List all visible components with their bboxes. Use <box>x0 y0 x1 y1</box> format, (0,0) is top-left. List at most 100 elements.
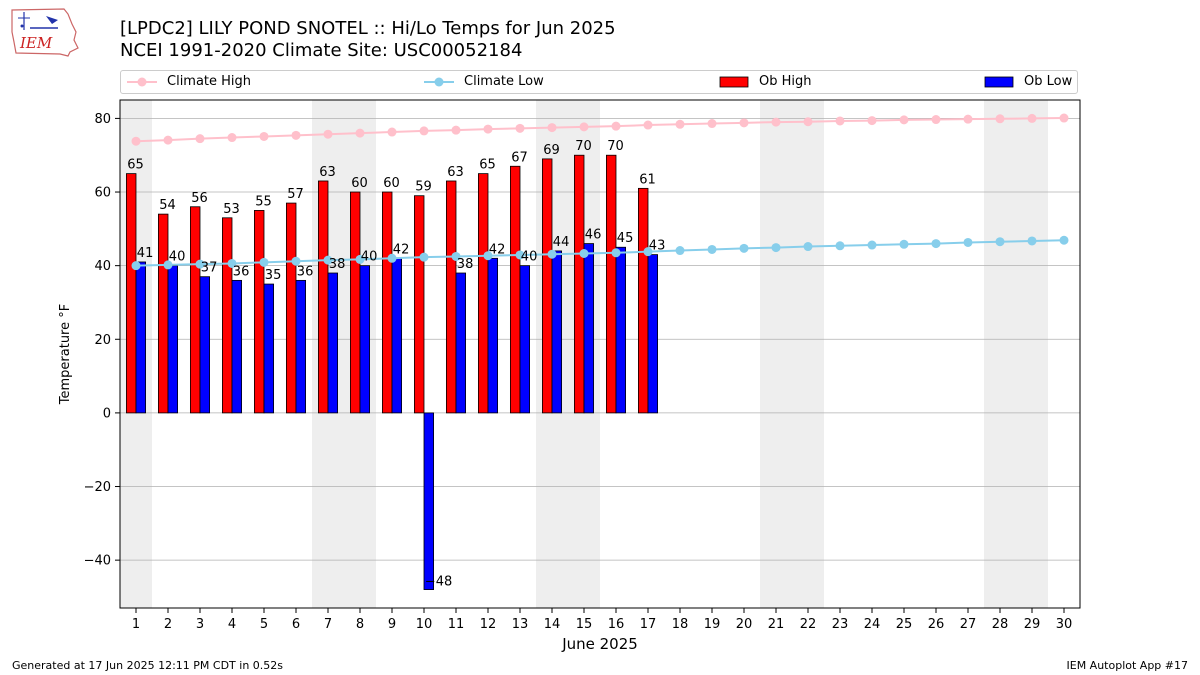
ob-low-label: 42 <box>489 242 506 257</box>
x-tick-label: 27 <box>960 617 977 632</box>
ob-high-label: 63 <box>319 165 336 180</box>
climate-low-point <box>259 257 269 267</box>
ob-low-label: 40 <box>361 250 378 265</box>
bars <box>126 154 659 590</box>
ob-high-label: 70 <box>575 139 592 154</box>
ob-low-label: 40 <box>521 250 538 265</box>
generated-timestamp: Generated at 17 Jun 2025 12:11 PM CDT in… <box>12 659 284 672</box>
climate-low-point <box>803 242 813 252</box>
legend-label: Ob High <box>759 74 812 89</box>
ob-high-bar <box>574 154 585 414</box>
ob-low-label: 36 <box>297 264 314 279</box>
ob-low-label: 38 <box>457 257 474 272</box>
ob-high-label: 59 <box>415 180 432 195</box>
ob-high-bar <box>381 191 393 414</box>
climate-high-point <box>867 116 877 126</box>
climate-high-point <box>451 125 461 135</box>
climate-low-point <box>163 260 173 270</box>
ob-low-bar <box>551 250 563 414</box>
y-tick-label: −20 <box>84 480 111 495</box>
app-label: IEM Autoplot App #17 <box>1066 659 1189 672</box>
climate-low-point <box>579 249 589 259</box>
x-tick-label: 12 <box>480 617 497 632</box>
weekend-band <box>984 100 1048 608</box>
ob-high-bar <box>413 195 425 414</box>
ob-low-bar <box>359 265 371 414</box>
ob-low-bar <box>647 254 659 414</box>
x-tick-label: 15 <box>576 617 593 632</box>
ob-low-label: −48 <box>425 575 452 590</box>
climate-low-point <box>1059 235 1069 245</box>
ob-high-label: 67 <box>511 150 528 165</box>
legend-label: Climate Low <box>464 74 544 89</box>
ob-low-label: 42 <box>393 242 410 257</box>
climate-high-point <box>291 130 301 140</box>
ob-low-bar <box>295 279 307 414</box>
climate-low-point <box>291 256 301 266</box>
ob-high-bar <box>221 217 233 414</box>
x-tick-label: 19 <box>704 617 721 632</box>
ob-high-label: 70 <box>607 139 624 154</box>
ob-low-label: 45 <box>617 231 634 246</box>
climate-high-point <box>995 114 1005 124</box>
y-tick-label: 80 <box>94 112 111 127</box>
ob-low-bar <box>231 279 243 414</box>
climate-high-point <box>739 118 749 128</box>
ob-low-label: 38 <box>329 257 346 272</box>
ob-low-bar <box>263 283 275 414</box>
x-tick-label: 30 <box>1056 617 1073 632</box>
x-tick-label: 7 <box>324 617 332 632</box>
climate-high-point <box>675 119 685 129</box>
gridlines <box>120 118 1080 561</box>
x-tick-label: 18 <box>672 617 689 632</box>
ob-high-bar <box>157 213 169 414</box>
climate-low-point <box>771 243 781 253</box>
ob-high-bar <box>285 202 297 414</box>
climate-high-point <box>963 114 973 124</box>
climate-high-point <box>323 129 333 139</box>
climate-high-point <box>227 133 237 143</box>
climate-low-point <box>387 253 397 263</box>
ob-high-bar <box>606 154 617 414</box>
ob-high-label: 61 <box>639 172 656 187</box>
climate-low-point <box>515 250 525 260</box>
climate-low-point <box>707 244 717 254</box>
climate-high-point <box>1059 113 1069 123</box>
climate-low-point <box>643 247 653 257</box>
climate-low-point <box>227 258 237 268</box>
ob-low-label: 43 <box>649 239 666 254</box>
climate-low-point <box>195 259 205 269</box>
climate-high-point <box>355 128 365 138</box>
x-tick-label: 29 <box>1024 617 1041 632</box>
climate-high-point <box>483 124 493 134</box>
climate-high-point <box>931 115 941 125</box>
ob-low-bar <box>199 276 211 414</box>
ob-low-bar <box>327 272 339 414</box>
climate-high-point <box>387 127 397 137</box>
ob-high-label: 56 <box>191 191 208 206</box>
x-tick-label: 13 <box>512 617 529 632</box>
ob-low-bar <box>519 265 531 414</box>
ob-high-bar <box>349 191 361 414</box>
ob-high-bar <box>638 187 649 414</box>
climate-low-point <box>451 251 461 261</box>
climate-low-point <box>131 261 141 271</box>
climate-high-point <box>643 120 653 130</box>
x-tick-label: 16 <box>608 617 625 632</box>
plot-frame <box>119 99 1081 609</box>
legend-line-marker <box>127 77 157 86</box>
y-axis-label: Temperature °F <box>58 304 73 405</box>
x-tick-label: 2 <box>164 617 172 632</box>
climate-high-point <box>899 115 909 125</box>
ob-low-label: 46 <box>585 228 602 243</box>
climate-low-point <box>675 246 685 256</box>
legend-item-ob-high: Ob High <box>719 74 812 89</box>
legend-bar-swatch <box>984 76 1014 87</box>
iem-logo: IEM <box>11 8 79 57</box>
legend-line-marker <box>424 77 454 86</box>
ob-high-label: 57 <box>287 187 304 202</box>
ob-low-bar <box>455 272 467 414</box>
legend-label: Climate High <box>167 74 252 89</box>
x-axis-label: June 2025 <box>561 635 638 653</box>
climate-low-point <box>483 251 493 261</box>
